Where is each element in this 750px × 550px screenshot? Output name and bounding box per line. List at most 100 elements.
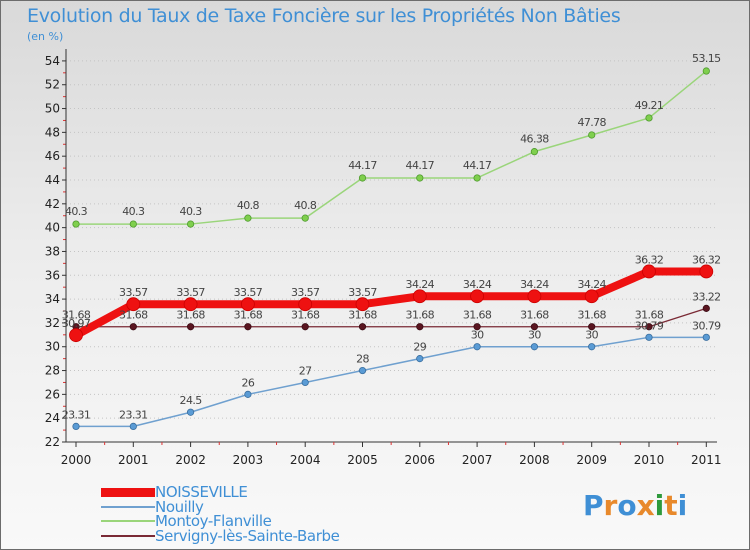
y-tick-label: 30 [45,340,60,354]
data-point [645,323,653,331]
logo-letter: i [677,489,688,522]
y-tick-label: 28 [45,364,60,378]
logo-letter: o [617,489,637,522]
legend-item: Montoy-Flanville [101,512,339,530]
data-label: 34.24 [463,278,492,291]
y-axis-unit: (en %) [27,30,64,43]
data-point [72,422,80,430]
data-point [183,297,198,312]
data-point [358,323,367,331]
data-point [187,408,195,416]
data-label: 40.3 [180,205,203,218]
proxiti-logo: Proxiti [583,489,687,522]
x-tick-label: 2009 [576,453,607,467]
data-point [187,220,195,228]
data-point [129,220,137,228]
data-point [126,297,141,312]
x-tick-label: 2004 [290,453,321,467]
data-point [416,323,424,331]
data-label: 31.68 [291,309,320,322]
data-point [527,289,542,304]
data-point [301,214,309,222]
data-label: 31.68 [635,309,664,322]
data-point [588,343,596,351]
y-tick-label: 36 [45,268,60,282]
logo-letter: i [654,489,665,522]
data-label: 40.8 [237,199,260,212]
data-point [473,323,481,331]
data-point [470,289,485,304]
data-point [358,174,367,182]
data-point [473,174,481,182]
data-point [530,148,539,156]
data-point [301,378,309,387]
data-point [129,422,137,430]
logo-letter: r [603,489,618,522]
y-tick-label: 34 [45,292,60,306]
data-point [530,343,539,351]
legend-swatch [101,487,155,497]
data-point [645,333,653,341]
y-tick-label: 38 [45,244,60,258]
data-point [588,323,596,331]
data-point [72,220,80,228]
data-label: 36.32 [635,253,664,266]
y-tick-label: 32 [45,316,60,330]
data-label: 31.68 [348,309,377,322]
data-point [702,333,710,341]
data-point [69,328,83,343]
legend-label: Nouilly [155,497,204,516]
data-label: 33.57 [176,286,205,299]
data-point [298,297,313,312]
data-label: 31.68 [176,309,205,322]
y-tick-label: 46 [45,149,60,163]
y-tick-label: 40 [45,221,60,235]
data-label: 27 [299,364,312,377]
data-point [355,297,370,312]
data-label: 30.79 [635,319,664,332]
legend-label: Servigny-lès-Sainte-Barbe [155,526,340,545]
data-label: 33.22 [692,290,721,303]
data-label: 44.17 [463,159,492,172]
legend-label: NOISSEVILLE [155,483,248,502]
data-point [301,323,309,331]
x-tick-label: 2003 [233,453,264,467]
data-label: 47.78 [577,116,606,129]
data-label: 31.68 [119,309,148,322]
data-point [358,366,367,375]
data-label: 33.57 [348,286,377,299]
data-label: 26 [241,376,254,389]
x-tick-label: 2008 [519,453,550,467]
data-label: 36.32 [692,253,721,266]
legend-item: Servigny-lès-Sainte-Barbe [101,526,340,545]
data-point [702,67,710,75]
data-label: 24.5 [180,394,203,407]
data-label: 23.31 [62,408,91,421]
data-label: 34.24 [577,278,606,291]
logo-letter: t [664,489,678,522]
x-tick-label: 2010 [634,453,665,467]
x-tick-label: 2007 [462,453,493,467]
data-label: 53.15 [692,52,721,65]
y-tick-label: 42 [45,197,60,211]
data-label: 40.3 [122,205,145,218]
data-point [416,174,424,182]
data-label: 30.97 [62,317,91,330]
data-label: 31.68 [234,309,263,322]
data-label: 33.57 [291,286,320,299]
logo-letter: P [583,489,604,522]
logo-letter: x [636,489,655,522]
x-tick-label: 2002 [175,453,206,467]
data-point [240,297,255,312]
data-point [530,323,539,331]
data-label: 30 [471,329,484,342]
data-label: 31.68 [62,309,91,322]
data-point [416,355,424,363]
series-line-3 [75,307,707,328]
x-tick-label: 2000 [61,453,92,467]
data-label: 30 [585,329,598,342]
data-point [187,323,195,331]
data-label: 31.68 [463,309,492,322]
